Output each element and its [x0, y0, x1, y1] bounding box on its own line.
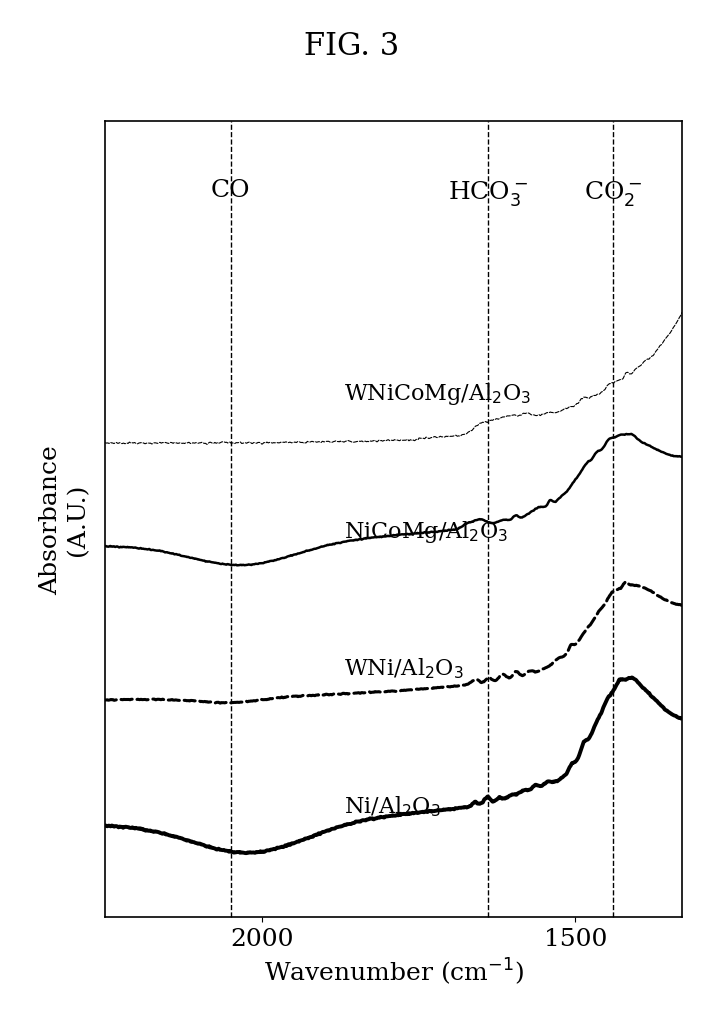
- Text: HCO$_3^-$: HCO$_3^-$: [448, 179, 528, 208]
- X-axis label: Wavenumber (cm$^{-1}$): Wavenumber (cm$^{-1}$): [264, 956, 524, 986]
- Text: NiCoMg/Al$_2$O$_3$: NiCoMg/Al$_2$O$_3$: [344, 519, 508, 545]
- Y-axis label: Absorbance
(A.U.): Absorbance (A.U.): [39, 445, 89, 594]
- Text: WNiCoMg/Al$_2$O$_3$: WNiCoMg/Al$_2$O$_3$: [344, 380, 531, 407]
- Text: WNi/Al$_2$O$_3$: WNi/Al$_2$O$_3$: [344, 655, 463, 680]
- Text: CO$_2^-$: CO$_2^-$: [584, 179, 642, 208]
- Text: CO: CO: [211, 179, 250, 202]
- Text: Ni/Al$_2$O$_3$: Ni/Al$_2$O$_3$: [344, 794, 441, 818]
- Text: FIG. 3: FIG. 3: [304, 31, 399, 61]
